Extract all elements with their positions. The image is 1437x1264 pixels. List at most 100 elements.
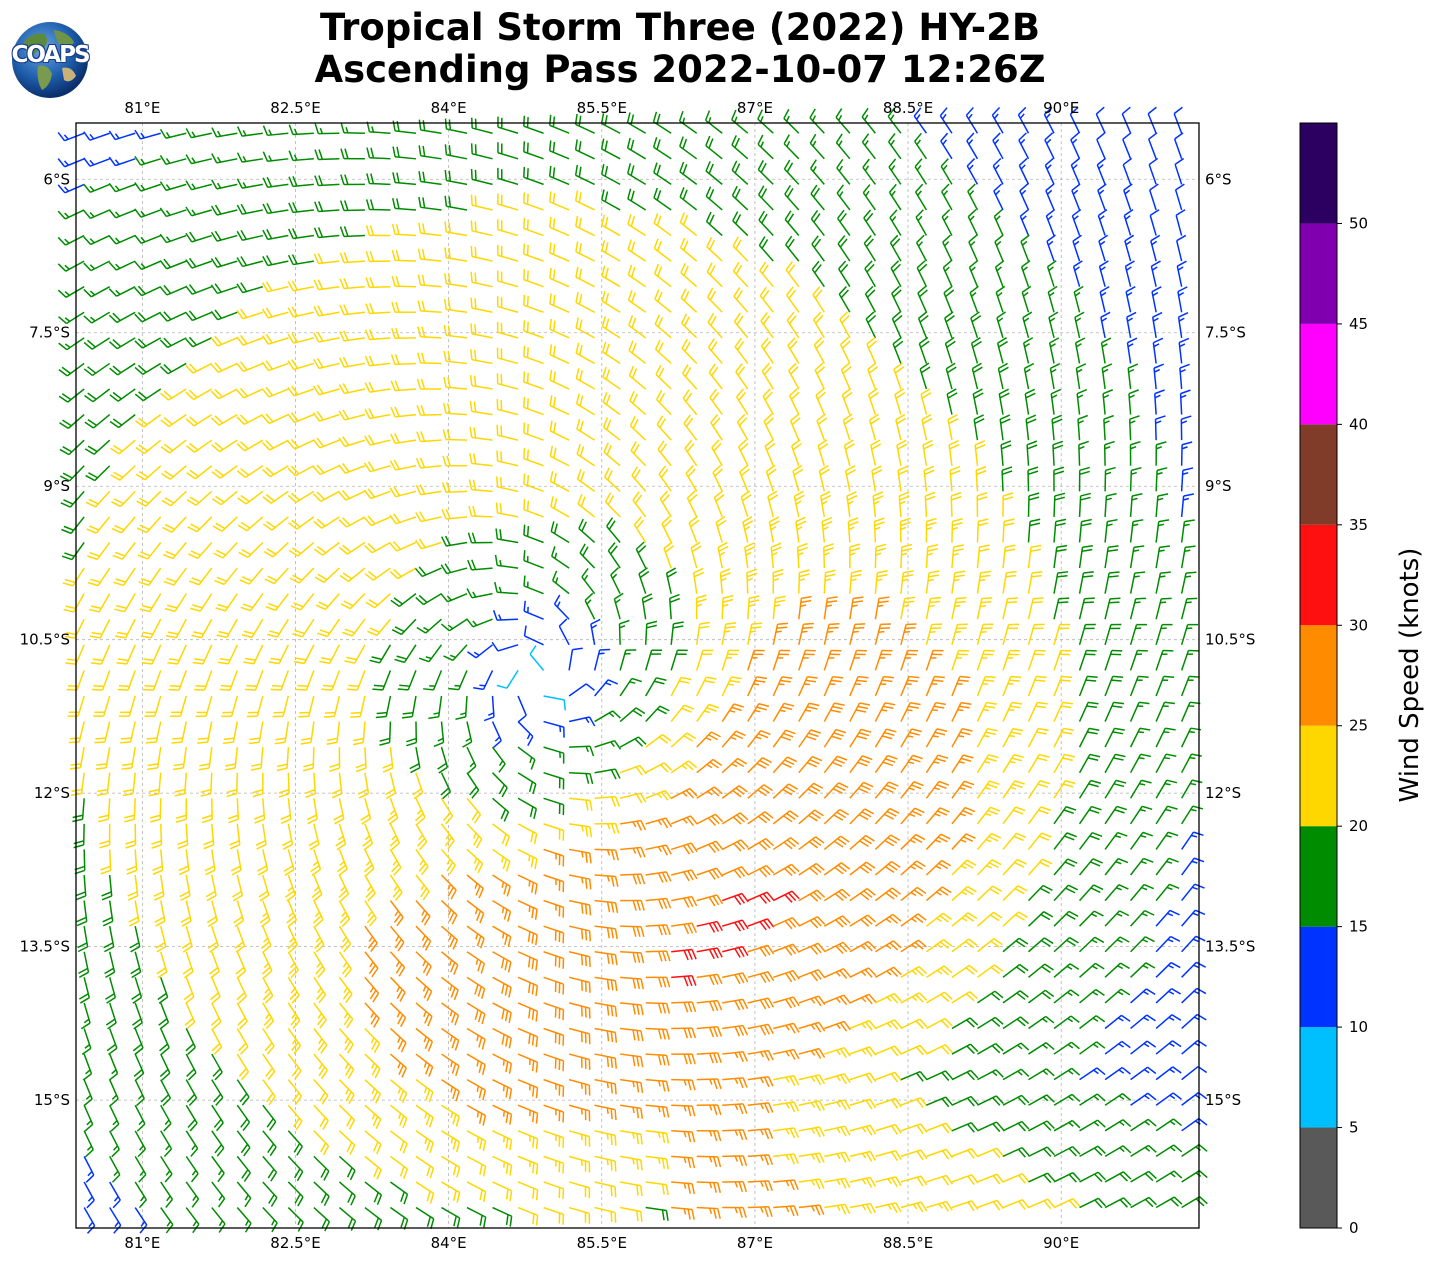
barb-feather — [317, 305, 324, 316]
wind-barb — [200, 772, 213, 797]
barb-feather — [657, 266, 663, 277]
barb-staff — [1155, 495, 1159, 517]
barb-feather — [688, 515, 698, 524]
barb-feather — [201, 814, 213, 820]
barb-half-feather — [753, 683, 760, 686]
barb-feather — [1123, 183, 1133, 191]
wind-barb — [236, 178, 263, 189]
barb-feather — [58, 395, 69, 403]
barb-feather — [245, 657, 256, 661]
barb-feather — [160, 392, 169, 401]
wind-barb — [262, 125, 289, 137]
wind-barb — [798, 676, 818, 697]
barb-feather — [287, 333, 295, 344]
barb-feather — [930, 596, 941, 600]
wind-barb — [210, 230, 238, 242]
barb-feather — [393, 459, 400, 470]
barb-feather — [842, 366, 852, 374]
barb-feather — [314, 123, 320, 134]
wind-barb — [83, 157, 110, 167]
barb-feather — [960, 701, 972, 705]
barb-feather — [474, 195, 477, 207]
wind-barb — [363, 515, 391, 527]
barb-feather — [1073, 260, 1083, 268]
wind-barb — [90, 644, 111, 665]
barb-staff — [976, 598, 983, 620]
wind-barb — [415, 484, 442, 496]
barb-staff — [840, 344, 851, 364]
barb-staff — [192, 311, 213, 322]
barb-half-feather — [619, 624, 626, 629]
barb-half-feather — [465, 737, 472, 742]
barb-feather — [240, 606, 251, 612]
barb-feather — [640, 820, 647, 831]
wind-barb — [682, 389, 698, 416]
wind-barb — [867, 388, 879, 415]
barb-half-feather — [993, 113, 999, 120]
wind-barb — [261, 333, 289, 345]
barb-feather — [313, 358, 320, 369]
barb-feather — [387, 813, 397, 822]
barb-feather — [140, 551, 151, 557]
barb-feather — [828, 626, 839, 629]
barb-staff — [97, 567, 111, 587]
barb-half-feather — [941, 113, 947, 120]
wind-barb — [168, 670, 187, 691]
barb-staff — [168, 413, 187, 428]
barb-feather — [841, 388, 852, 396]
barb-staff — [272, 541, 289, 558]
wind-barb — [706, 237, 723, 262]
barb-feather — [58, 342, 68, 351]
barb-feather — [783, 159, 791, 170]
barb-staff — [628, 349, 647, 365]
barb-feather — [713, 442, 722, 452]
barb-feather — [936, 728, 948, 732]
barb-staff — [243, 362, 264, 373]
barb-staff — [721, 650, 730, 671]
barb-staff — [218, 388, 238, 400]
wind-barb — [108, 260, 136, 271]
barb-half-feather — [293, 154, 298, 161]
barb-feather — [855, 709, 867, 713]
barb-feather — [62, 419, 72, 427]
barb-feather — [368, 355, 375, 366]
barb-feather — [1176, 234, 1187, 242]
barb-feather — [62, 446, 73, 453]
barb-feather — [974, 440, 986, 446]
barb-feather — [852, 600, 863, 604]
barb-half-feather — [608, 712, 615, 718]
barb-feather — [113, 444, 123, 452]
barb-staff — [1045, 190, 1055, 211]
barb-staff — [1155, 598, 1162, 620]
barb-feather — [245, 688, 256, 691]
barb-staff — [369, 182, 391, 186]
wind-barb — [680, 263, 698, 288]
wind-barb — [470, 117, 493, 134]
barb-feather — [159, 365, 169, 375]
barb-staff — [575, 200, 595, 211]
barb-feather — [265, 440, 274, 449]
barb-feather — [523, 499, 526, 510]
barb-feather — [200, 788, 212, 793]
barb-staff — [861, 141, 876, 160]
barb-feather — [705, 161, 711, 172]
barb-half-feather — [89, 264, 96, 270]
barb-staff — [994, 241, 1004, 262]
barb-feather — [499, 529, 503, 540]
barb-staff — [888, 166, 902, 185]
wind-barb — [83, 131, 110, 141]
barb-feather — [1076, 388, 1088, 395]
barb-staff — [837, 218, 851, 236]
wind-barb — [84, 439, 111, 455]
barb-feather — [88, 525, 100, 531]
barb-half-feather — [472, 591, 477, 598]
wind-barb — [468, 479, 493, 493]
barb-staff — [747, 730, 762, 748]
barb-feather — [214, 362, 223, 372]
barb-feather — [691, 545, 702, 553]
barb-half-feather — [1101, 317, 1108, 322]
barb-feather — [262, 523, 273, 531]
barb-feather — [785, 235, 793, 246]
wind-barb — [314, 175, 340, 187]
barb-half-feather — [1071, 138, 1078, 144]
